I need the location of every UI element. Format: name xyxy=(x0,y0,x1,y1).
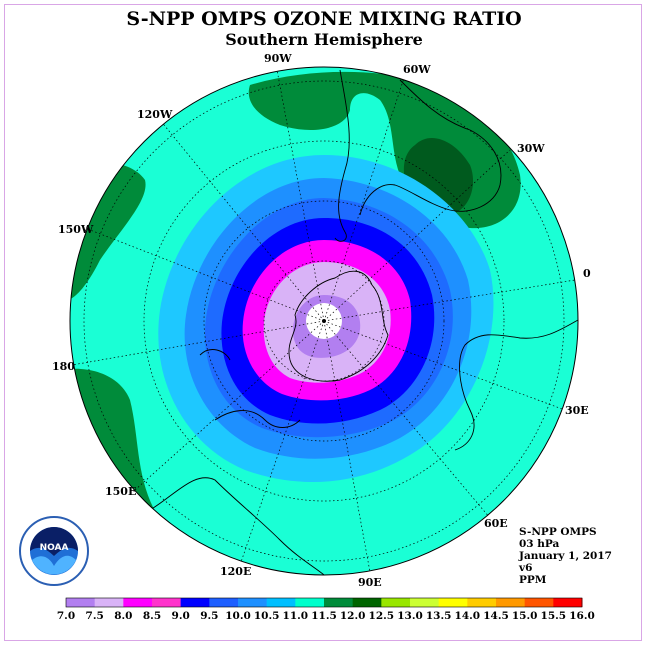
africa-coast xyxy=(454,319,578,451)
lon-label-30e: 30E xyxy=(565,404,589,417)
meridian-90w xyxy=(276,69,325,322)
lon-label-120e: 120E xyxy=(220,565,251,578)
colorbar-swatch xyxy=(238,598,268,607)
colorbar-tick-label: 11.5 xyxy=(311,610,337,622)
map-boundary xyxy=(69,66,579,576)
colorbar: 7.0 7.5 8.0 8.5 9.0 9.5 10.0 10.5 11.0 11.5 12.0 12… xyxy=(57,597,595,622)
colorbar-tick-label: 12.5 xyxy=(369,610,395,622)
colorbar-tick-label: 14.0 xyxy=(455,610,481,622)
colorbar-swatch xyxy=(410,598,440,607)
lon-label-150e: 150E xyxy=(105,485,136,498)
colorbar-swatch xyxy=(295,598,325,607)
meridian-180 xyxy=(71,320,325,366)
colorbar-swatch xyxy=(524,598,554,607)
colorbar-swatch xyxy=(66,598,96,607)
coastlines xyxy=(149,69,578,575)
colorbar-tick-label: 7.0 xyxy=(57,610,75,622)
colorbar-swatch xyxy=(209,598,239,607)
colorbar-swatch xyxy=(496,598,526,607)
lon-label-0: 0 xyxy=(583,267,591,280)
south-america-coast xyxy=(334,69,350,242)
colorbar-tick-label: 11.0 xyxy=(283,610,309,622)
lon-label-180: 180 xyxy=(52,360,75,373)
latitude-circle-70 xyxy=(203,200,445,442)
colorbar-swatch xyxy=(123,598,153,607)
colorbar-swatch xyxy=(266,598,296,607)
colorbar-tick-label: 10.0 xyxy=(225,610,251,622)
meridian-120w xyxy=(159,119,325,322)
lon-label-120w: 120W xyxy=(137,108,173,121)
colorbar-tick-label: 8.5 xyxy=(143,610,161,622)
meridian-60w xyxy=(323,74,406,322)
info-instrument: S-NPP OMPS xyxy=(519,526,597,538)
noaa-logo-icon: NOAA xyxy=(19,516,89,586)
info-date: January 1, 2017 xyxy=(519,550,612,562)
colorbar-tick-label: 8.0 xyxy=(114,610,132,622)
colorbar-swatch xyxy=(180,598,210,607)
colorbar-tick-label: 10.5 xyxy=(254,610,280,622)
colorbar-tick-label: 16.0 xyxy=(569,610,595,622)
map-title: S-NPP OMPS OZONE MIXING RATIO xyxy=(126,8,522,30)
colorbar-tick-label: 7.5 xyxy=(86,610,104,622)
graticule xyxy=(71,69,576,573)
latitude-circle-80 xyxy=(263,260,385,382)
latitude-circle-50 xyxy=(83,80,565,562)
colorbar-tick-label: 14.5 xyxy=(483,610,509,622)
south-america-east-coast xyxy=(359,79,502,216)
colorbar-swatch xyxy=(352,598,382,607)
map-subtitle: Southern Hemisphere xyxy=(225,30,423,49)
meridian-60e xyxy=(323,320,491,519)
lon-label-90e: 90E xyxy=(358,576,382,589)
colorbar-tick-label: 9.5 xyxy=(200,610,218,622)
colorbar-swatch xyxy=(438,598,468,607)
colorbar-tick-label: 15.0 xyxy=(512,610,538,622)
australia-coast xyxy=(149,477,331,575)
latitude-circle-60 xyxy=(143,140,505,502)
colorbar-tick-label: 12.0 xyxy=(340,610,366,622)
meridian-30e xyxy=(323,320,566,411)
lon-label-30w: 30W xyxy=(517,142,545,155)
south-pole-point xyxy=(322,319,326,323)
meridian-120e xyxy=(239,320,325,566)
colorbar-tick-label: 13.0 xyxy=(397,610,423,622)
island-coast xyxy=(199,349,231,361)
colorbar-tick-label: 9.0 xyxy=(172,610,190,622)
colorbar-swatch xyxy=(381,598,411,607)
colorbar-border xyxy=(65,597,583,608)
meridian-150w xyxy=(84,227,325,322)
lon-label-150w: 150W xyxy=(58,223,94,236)
antarctica-coast xyxy=(288,270,389,382)
lon-label-60w: 60W xyxy=(403,63,431,76)
lon-label-90w: 90W xyxy=(264,52,292,65)
colorbar-tick-label: 15.5 xyxy=(541,610,567,622)
lon-label-60e: 60E xyxy=(484,517,508,530)
colorbar-swatch xyxy=(94,598,124,607)
meridian-90e xyxy=(323,320,371,573)
ozone-field xyxy=(70,67,578,575)
colorbar-tick-label: 13.5 xyxy=(426,610,452,622)
colorbar-swatch xyxy=(152,598,182,607)
longitude-labels: 90W 60W 30W 0 30E 60E 90E 120E 150E 180 … xyxy=(52,52,591,589)
colorbar-swatch xyxy=(553,598,583,607)
info-pressure: 03 hPa xyxy=(519,538,560,550)
colorbar-swatch xyxy=(324,598,354,607)
info-units: PPM xyxy=(519,574,547,586)
ross-region xyxy=(214,410,301,428)
info-version: v6 xyxy=(519,562,533,574)
colorbar-swatch xyxy=(467,598,497,607)
plot-frame xyxy=(4,4,642,641)
noaa-logo-text: NOAA xyxy=(40,543,69,553)
